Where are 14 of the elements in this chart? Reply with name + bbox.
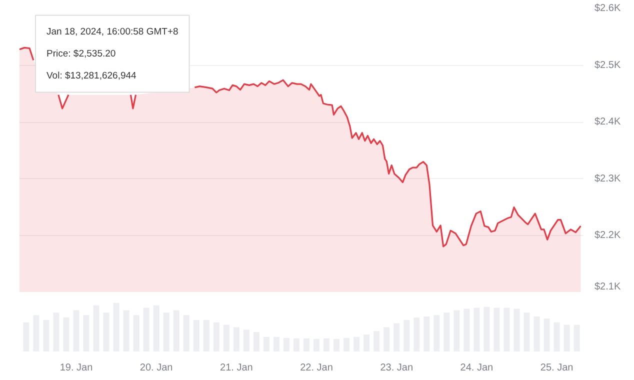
y-tick-label: $2.2K xyxy=(594,230,621,242)
y-tick-label: $2.4K xyxy=(594,116,621,128)
y-tick-label: $2.3K xyxy=(594,173,621,184)
y-tick-label: $2.1K xyxy=(594,282,621,292)
x-tick-label: 22. Jan xyxy=(300,362,333,374)
x-tick-label: 20. Jan xyxy=(140,362,173,374)
x-tick-label: 23. Jan xyxy=(380,362,414,374)
y-tick-label: $2.5K xyxy=(594,60,621,71)
x-tick-label: 19. Jan xyxy=(60,362,93,374)
y-tick-label: $2.6K xyxy=(594,3,621,14)
x-tick-label: 25. Jan xyxy=(540,362,574,374)
x-tick-label: 21. Jan xyxy=(220,362,253,374)
x-tick-label: 24. Jan xyxy=(460,362,494,374)
annotation: Jan 18, 2024, 16:00:58 GMT+8 Price: $2,535.20 Vol: $13,281,626,944 xyxy=(46,26,178,82)
